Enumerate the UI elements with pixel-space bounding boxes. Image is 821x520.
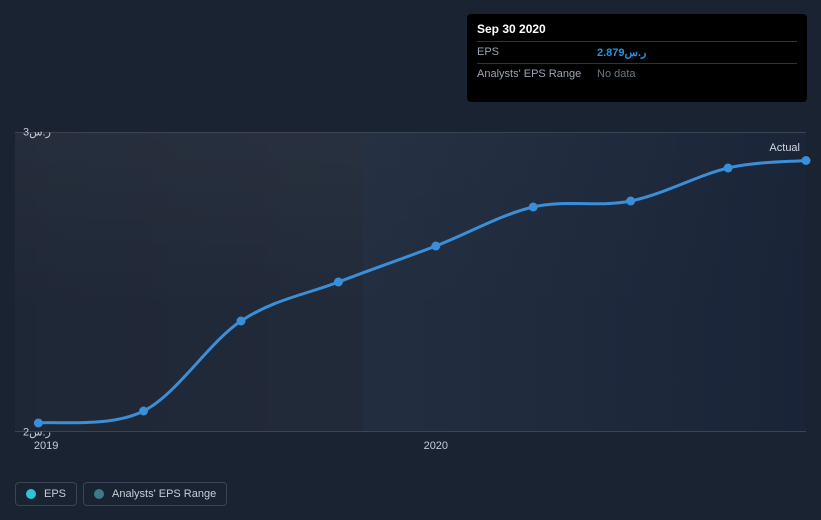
data-point[interactable] bbox=[724, 164, 733, 173]
legend-item-range[interactable]: Analysts' EPS Range bbox=[83, 482, 227, 506]
legend-label: Analysts' EPS Range bbox=[112, 488, 216, 500]
legend: EPS Analysts' EPS Range bbox=[15, 482, 227, 506]
tooltip-key: EPS bbox=[477, 46, 597, 59]
tooltip-row: Analysts' EPS Range No data bbox=[477, 63, 797, 84]
data-point[interactable] bbox=[139, 407, 148, 416]
eps-line bbox=[38, 161, 806, 424]
data-point[interactable] bbox=[334, 278, 343, 287]
x-tick-label: 2019 bbox=[34, 440, 58, 452]
tooltip-val: 2.879ر.س bbox=[597, 46, 646, 59]
chart-tooltip: Sep 30 2020 EPS 2.879ر.س Analysts' EPS R… bbox=[467, 14, 807, 102]
y-tick-label: ر.س2 bbox=[23, 426, 51, 439]
data-point[interactable] bbox=[802, 156, 811, 165]
legend-item-eps[interactable]: EPS bbox=[15, 482, 77, 506]
data-point[interactable] bbox=[626, 197, 635, 206]
tooltip-row: EPS 2.879ر.س bbox=[477, 41, 797, 63]
tooltip-date: Sep 30 2020 bbox=[477, 22, 797, 41]
tooltip-val: No data bbox=[597, 68, 636, 80]
x-tick-label: 2020 bbox=[424, 440, 448, 452]
data-point[interactable] bbox=[431, 242, 440, 251]
legend-dot-icon bbox=[26, 489, 36, 499]
legend-dot-icon bbox=[94, 489, 104, 499]
data-point[interactable] bbox=[237, 317, 246, 326]
line-chart-svg bbox=[15, 132, 806, 432]
legend-label: EPS bbox=[44, 488, 66, 500]
data-point[interactable] bbox=[529, 203, 538, 212]
chart-area: Actual ر.س3ر.س220192020 bbox=[15, 120, 806, 450]
tooltip-key: Analysts' EPS Range bbox=[477, 68, 597, 80]
y-tick-label: ر.س3 bbox=[23, 126, 51, 139]
